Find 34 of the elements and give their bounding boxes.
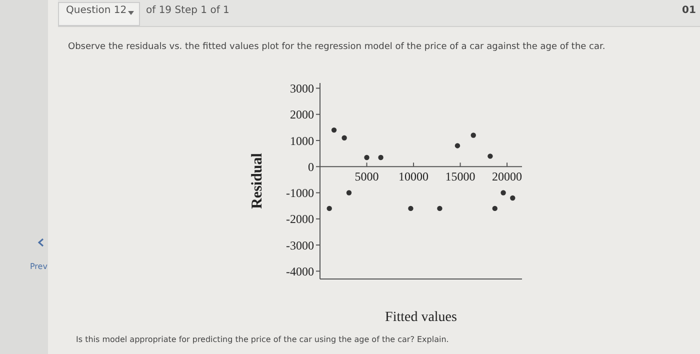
y-tick-label: 3000 bbox=[290, 81, 314, 96]
x-tick-label: 5000 bbox=[354, 170, 379, 184]
point bbox=[488, 154, 493, 159]
point bbox=[454, 143, 460, 148]
x-tick-label: 20000 bbox=[492, 170, 522, 184]
point bbox=[492, 206, 498, 212]
text: Prev bbox=[30, 262, 48, 271]
chart-title: Observe the residuals vs. the fitted values plot for the regression model of the price of a car against the age of the car. bbox=[68, 42, 606, 52]
point bbox=[331, 127, 337, 133]
point bbox=[342, 135, 347, 140]
x-axis-title: Fitted values bbox=[385, 310, 457, 325]
text: Question 12 bbox=[66, 5, 127, 16]
text: of 19 Step 1 of 1 bbox=[146, 5, 230, 16]
point bbox=[437, 206, 442, 212]
y-tick-label: -2000 bbox=[286, 212, 314, 226]
y-tick-label: -4000 bbox=[286, 264, 314, 278]
point bbox=[364, 154, 370, 160]
point bbox=[500, 190, 506, 196]
point bbox=[378, 154, 384, 160]
text: Is this model appropriate for predicting the price of the car using the age of the car? Explain. bbox=[76, 335, 449, 344]
point bbox=[346, 190, 352, 196]
point bbox=[510, 195, 516, 201]
point bbox=[470, 132, 476, 138]
point bbox=[408, 206, 414, 212]
y-tick-label: 1000 bbox=[290, 134, 314, 148]
x-tick-label: 15000 bbox=[445, 170, 476, 184]
y-tick-label: -1000 bbox=[286, 186, 314, 200]
point bbox=[326, 206, 332, 212]
y-axis-title: Residual bbox=[249, 153, 266, 209]
x-tick-label: 10000 bbox=[398, 170, 429, 184]
y-tick-label: 0 bbox=[308, 160, 314, 174]
y-tick-label: -3000 bbox=[286, 238, 314, 252]
y-tick-label: 2000 bbox=[290, 108, 314, 122]
text: 01 bbox=[682, 5, 696, 16]
